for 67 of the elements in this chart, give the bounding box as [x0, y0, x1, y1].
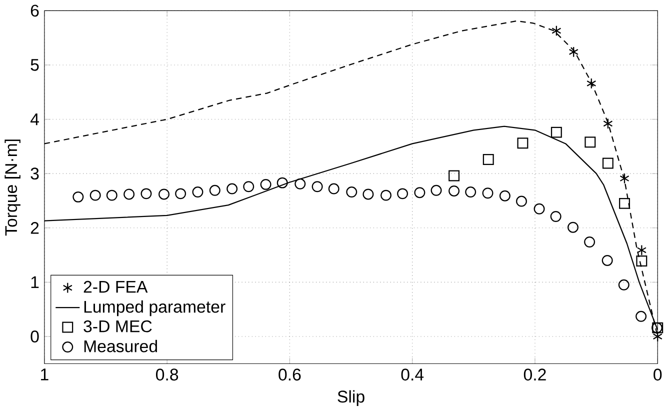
point [602, 158, 614, 169]
point [294, 178, 306, 190]
y-tick-label: 1 [31, 276, 39, 288]
point [482, 154, 494, 166]
y-tick-label: 4 [30, 114, 39, 126]
x-tick-label: 0.8 [156, 368, 178, 381]
legend-label: 2-D FEA [84, 281, 148, 293]
point [499, 190, 510, 202]
y-tick-label: 6 [30, 4, 39, 17]
point [586, 78, 596, 90]
point [362, 188, 374, 200]
legend-label: Measured [84, 340, 157, 352]
point [619, 198, 630, 210]
point [550, 126, 562, 138]
point [397, 188, 408, 200]
point [209, 185, 220, 196]
point [175, 188, 186, 200]
point [636, 244, 647, 256]
point [106, 190, 118, 201]
point [158, 188, 170, 200]
point [602, 255, 613, 266]
point [584, 236, 596, 248]
point [430, 185, 442, 196]
point [90, 190, 101, 201]
point [346, 186, 358, 198]
point [584, 136, 596, 148]
point [380, 190, 392, 201]
y-axis-title: Torque [N·m] [4, 140, 20, 236]
point [260, 179, 272, 190]
point [414, 187, 426, 198]
point [448, 170, 460, 182]
y-tick-label: 0 [30, 330, 39, 343]
x-tick-label: 1 [41, 368, 48, 380]
point [192, 186, 204, 198]
point [312, 181, 323, 192]
point [550, 211, 562, 222]
point [534, 204, 545, 215]
point [636, 311, 647, 322]
point [124, 188, 135, 200]
x-tick-label: 0 [654, 368, 662, 381]
legend-label: 3-D MEC [84, 320, 152, 332]
point [618, 280, 630, 291]
point [448, 186, 460, 197]
point [243, 181, 254, 192]
y-tick-label: 3 [30, 168, 39, 180]
point [276, 178, 288, 188]
point [568, 222, 578, 234]
point [517, 138, 528, 149]
point [620, 173, 630, 184]
point [226, 183, 238, 194]
point [140, 188, 152, 200]
point [328, 183, 340, 194]
point [552, 25, 562, 36]
point [568, 46, 578, 58]
point [72, 192, 84, 203]
legend-label: Lumped parameter [84, 300, 226, 316]
x-tick-label: 0.6 [278, 368, 301, 381]
point [636, 256, 648, 267]
point [603, 118, 613, 130]
y-tick-label: 2 [30, 222, 39, 234]
point [482, 188, 494, 199]
x-tick-label: 0.4 [401, 368, 424, 381]
point [516, 196, 527, 207]
x-axis-title: Slip [338, 390, 364, 406]
point [465, 186, 476, 198]
y-tick-label: 5 [30, 59, 39, 72]
x-tick-label: 0.2 [524, 368, 546, 381]
